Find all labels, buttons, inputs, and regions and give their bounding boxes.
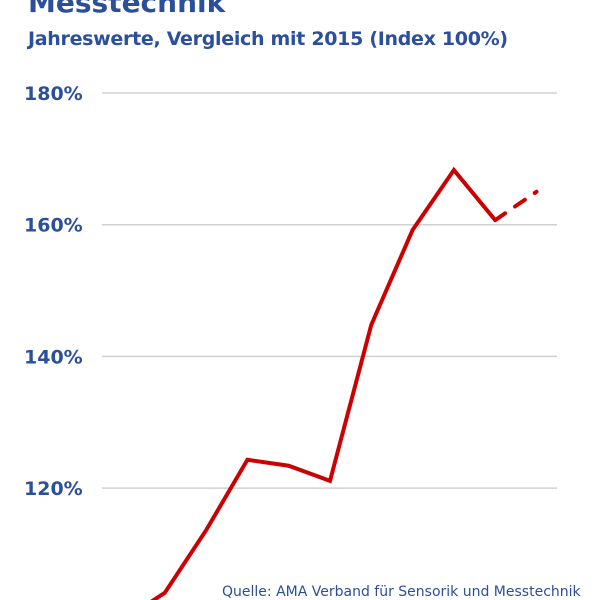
chart-title: Messtechnik	[28, 0, 226, 19]
y-tick-label: 140%	[24, 346, 83, 368]
y-tick-label: 120%	[24, 478, 83, 500]
chart-subtitle: Jahreswerte, Vergleich mit 2015 (Index 1…	[28, 28, 508, 50]
source-note: Quelle: AMA Verband für Sensorik und Mes…	[222, 584, 581, 600]
y-tick-label: 160%	[24, 215, 83, 237]
forecast-line	[493, 189, 539, 223]
series-line	[150, 166, 498, 600]
y-tick-label: 180%	[24, 83, 83, 105]
